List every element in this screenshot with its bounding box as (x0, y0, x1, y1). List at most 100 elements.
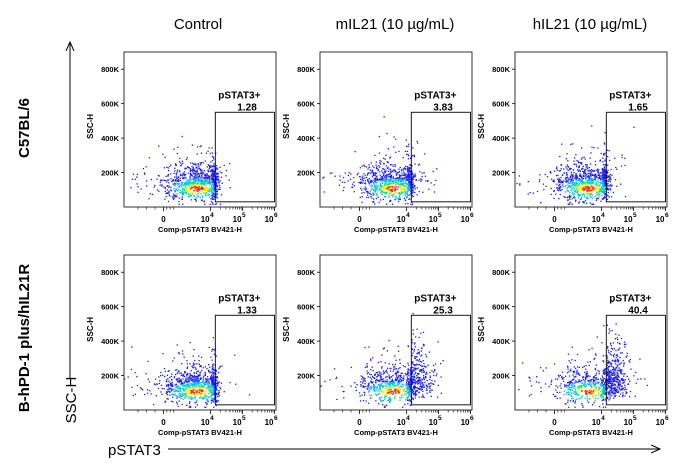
event-point (408, 384, 411, 386)
event-point (407, 175, 409, 177)
event-point (178, 203, 180, 205)
event-point (379, 398, 381, 400)
event-point (212, 175, 214, 177)
event-point (208, 371, 211, 373)
event-point (589, 174, 591, 176)
event-point (213, 170, 216, 172)
event-point (173, 376, 176, 378)
event-point (392, 392, 394, 394)
event-point (389, 164, 392, 166)
event-point (402, 406, 404, 408)
event-point (603, 361, 605, 363)
event-point (217, 178, 219, 181)
event-point (200, 395, 202, 398)
event-point (148, 198, 150, 200)
event-point (570, 171, 573, 173)
event-point (329, 379, 331, 381)
gate-pstat3-positive[interactable] (410, 314, 471, 406)
event-point (200, 162, 203, 164)
event-point (403, 167, 406, 169)
event-point (396, 378, 399, 380)
y-tick-label: 400K (101, 134, 120, 143)
event-point (218, 381, 221, 383)
event-point (420, 380, 422, 382)
event-point (393, 178, 395, 180)
event-point (145, 373, 147, 375)
event-point (387, 391, 390, 393)
event-point (200, 172, 202, 175)
event-point (409, 186, 411, 188)
event-point (372, 173, 375, 176)
event-point (367, 376, 369, 378)
event-point (206, 186, 208, 189)
event-point (569, 182, 571, 184)
event-point (375, 179, 377, 181)
event-point (217, 382, 219, 385)
event-point (404, 174, 406, 176)
event-point (587, 182, 589, 185)
event-point (202, 172, 204, 174)
gate-pstat3-positive[interactable] (410, 111, 471, 203)
event-point (389, 401, 391, 403)
event-point (359, 395, 361, 397)
event-point (615, 394, 617, 397)
event-point (212, 165, 215, 167)
event-point (616, 378, 618, 380)
event-point (392, 165, 394, 167)
event-point (375, 189, 377, 191)
event-point (175, 383, 178, 386)
event-point (609, 184, 612, 186)
event-point (364, 186, 366, 188)
event-point (184, 175, 186, 177)
event-point (171, 180, 174, 182)
event-point (208, 369, 210, 371)
event-point (372, 174, 374, 176)
event-point (568, 195, 570, 197)
event-point (211, 359, 213, 361)
event-point (368, 386, 370, 388)
event-point (209, 166, 211, 168)
event-point (203, 188, 205, 190)
event-point (210, 392, 213, 394)
event-point (391, 183, 393, 186)
event-point (576, 177, 578, 180)
event-point (162, 153, 164, 155)
event-point (193, 182, 195, 184)
event-point (169, 376, 171, 379)
event-point (403, 390, 405, 392)
event-point (215, 392, 217, 394)
event-point (189, 178, 191, 181)
event-point (214, 172, 216, 174)
event-point (190, 391, 193, 393)
event-point (201, 173, 204, 175)
event-point (219, 388, 222, 390)
gate-pstat3-positive[interactable] (214, 314, 275, 406)
event-point (421, 365, 424, 367)
event-point (379, 384, 381, 386)
event-point (191, 184, 193, 186)
event-point (382, 404, 384, 406)
event-point (409, 166, 411, 169)
event-point (608, 178, 610, 181)
event-point (411, 373, 413, 375)
event-point (519, 184, 521, 186)
gate-pstat3-positive[interactable] (214, 111, 275, 203)
event-point (384, 193, 386, 195)
event-point (217, 385, 219, 387)
event-point (216, 192, 218, 195)
event-point (573, 171, 575, 174)
event-point (600, 200, 602, 202)
event-point (598, 178, 600, 180)
event-point (389, 368, 391, 370)
event-point (218, 391, 220, 394)
event-point (424, 175, 427, 177)
event-point (209, 190, 211, 192)
event-point (180, 393, 182, 396)
gate-pstat3-positive[interactable] (605, 111, 666, 203)
event-point (566, 181, 568, 183)
event-point (399, 196, 401, 199)
event-point (411, 366, 414, 369)
event-point (192, 166, 194, 168)
event-point (399, 192, 401, 194)
event-point (601, 189, 604, 191)
